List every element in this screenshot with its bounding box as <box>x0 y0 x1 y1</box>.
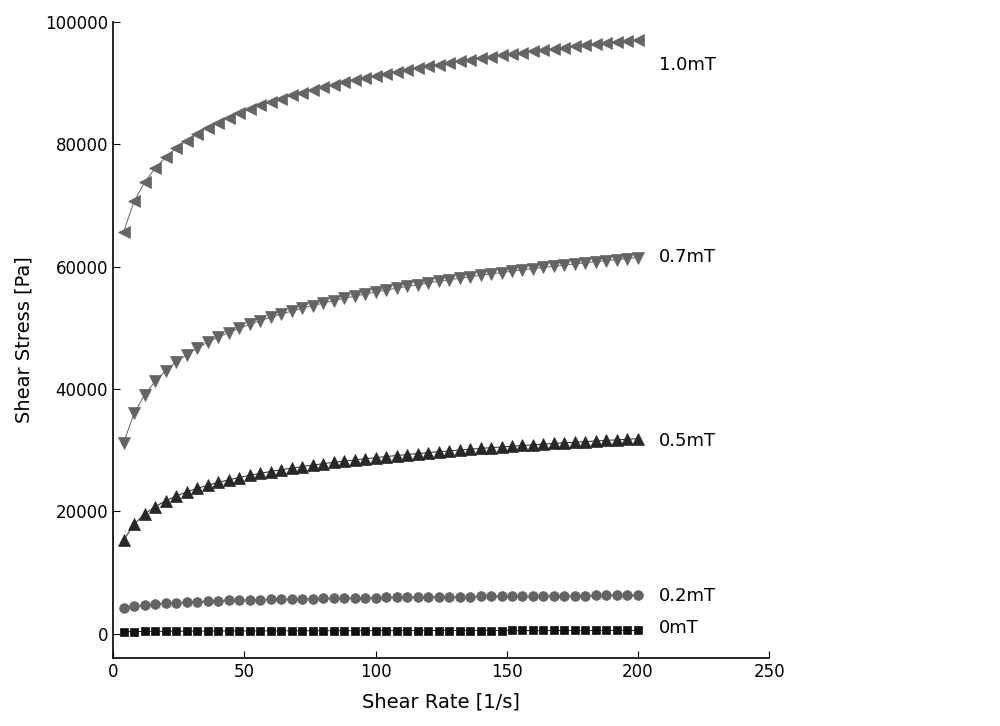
Text: 0.2mT: 0.2mT <box>659 587 716 605</box>
Text: 1.0mT: 1.0mT <box>659 56 716 74</box>
Text: 0mT: 0mT <box>659 619 699 637</box>
Text: 0.5mT: 0.5mT <box>659 432 716 450</box>
Y-axis label: Shear Stress [Pa]: Shear Stress [Pa] <box>15 256 34 423</box>
Text: 0.7mT: 0.7mT <box>659 248 716 266</box>
X-axis label: Shear Rate [1/s]: Shear Rate [1/s] <box>362 692 520 711</box>
